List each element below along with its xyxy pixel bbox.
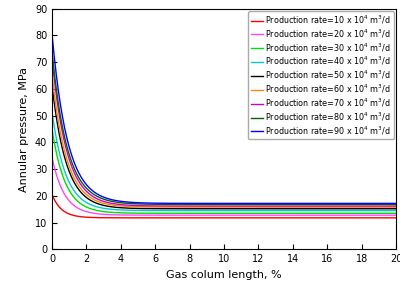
Production rate=70 x 10$^4$ m$^3$/d [286, 204, 291, 208]
Production rate=10 x 10$^4$ m$^3$/d [324, 216, 329, 220]
Production rate=90 x 10$^4$ m$^3$/d [394, 202, 398, 205]
Line: Production rate=50 x 10$^4$ m$^3$/d: Production rate=50 x 10$^4$ m$^3$/d [52, 85, 396, 209]
Production rate=90 x 10$^4$ m$^3$/d [85, 184, 90, 187]
Production rate=60 x 10$^4$ m$^3$/d [286, 205, 291, 209]
Production rate=80 x 10$^4$ m$^3$/d [394, 203, 398, 206]
Production rate=10 x 10$^4$ m$^3$/d [189, 216, 194, 220]
Production rate=90 x 10$^4$ m$^3$/d [324, 202, 329, 205]
Production rate=70 x 10$^4$ m$^3$/d [85, 190, 90, 194]
Production rate=20 x 10$^4$ m$^3$/d [189, 213, 194, 217]
Production rate=60 x 10$^4$ m$^3$/d [85, 193, 90, 197]
Production rate=20 x 10$^4$ m$^3$/d [50, 155, 54, 159]
Production rate=50 x 10$^4$ m$^3$/d [189, 207, 194, 211]
Production rate=70 x 10$^4$ m$^3$/d [318, 204, 323, 208]
Production rate=10 x 10$^4$ m$^3$/d [286, 216, 291, 220]
Production rate=90 x 10$^4$ m$^3$/d [286, 202, 291, 205]
X-axis label: Gas colum length, %: Gas colum length, % [166, 270, 282, 280]
Production rate=70 x 10$^4$ m$^3$/d [201, 204, 206, 208]
Production rate=20 x 10$^4$ m$^3$/d [201, 213, 206, 217]
Production rate=90 x 10$^4$ m$^3$/d [318, 202, 323, 205]
Production rate=90 x 10$^4$ m$^3$/d [50, 32, 54, 36]
Production rate=10 x 10$^4$ m$^3$/d [85, 215, 90, 219]
Production rate=50 x 10$^4$ m$^3$/d [286, 207, 291, 211]
Production rate=70 x 10$^4$ m$^3$/d [324, 204, 329, 208]
Production rate=80 x 10$^4$ m$^3$/d [286, 203, 291, 206]
Production rate=10 x 10$^4$ m$^3$/d [391, 216, 396, 220]
Production rate=70 x 10$^4$ m$^3$/d [189, 204, 194, 208]
Production rate=20 x 10$^4$ m$^3$/d [85, 210, 90, 213]
Production rate=30 x 10$^4$ m$^3$/d [85, 206, 90, 209]
Production rate=20 x 10$^4$ m$^3$/d [394, 213, 398, 217]
Production rate=10 x 10$^4$ m$^3$/d [318, 216, 323, 220]
Production rate=30 x 10$^4$ m$^3$/d [318, 211, 323, 215]
Production rate=60 x 10$^4$ m$^3$/d [50, 72, 54, 76]
Production rate=70 x 10$^4$ m$^3$/d [50, 57, 54, 60]
Production rate=60 x 10$^4$ m$^3$/d [201, 205, 206, 209]
Line: Production rate=90 x 10$^4$ m$^3$/d: Production rate=90 x 10$^4$ m$^3$/d [52, 34, 396, 203]
Production rate=80 x 10$^4$ m$^3$/d [318, 203, 323, 206]
Production rate=60 x 10$^4$ m$^3$/d [318, 205, 323, 209]
Production rate=30 x 10$^4$ m$^3$/d [286, 211, 291, 215]
Production rate=60 x 10$^4$ m$^3$/d [394, 205, 398, 209]
Production rate=50 x 10$^4$ m$^3$/d [324, 207, 329, 211]
Production rate=40 x 10$^4$ m$^3$/d [189, 209, 194, 212]
Legend: Production rate=10 x 10$^4$ m$^3$/d, Production rate=20 x 10$^4$ m$^3$/d, Produc: Production rate=10 x 10$^4$ m$^3$/d, Pro… [248, 11, 394, 139]
Line: Production rate=10 x 10$^4$ m$^3$/d: Production rate=10 x 10$^4$ m$^3$/d [52, 195, 396, 218]
Production rate=60 x 10$^4$ m$^3$/d [324, 205, 329, 209]
Line: Production rate=40 x 10$^4$ m$^3$/d: Production rate=40 x 10$^4$ m$^3$/d [52, 112, 396, 211]
Production rate=30 x 10$^4$ m$^3$/d [394, 211, 398, 215]
Production rate=80 x 10$^4$ m$^3$/d [50, 50, 54, 53]
Line: Production rate=80 x 10$^4$ m$^3$/d: Production rate=80 x 10$^4$ m$^3$/d [52, 52, 396, 204]
Production rate=40 x 10$^4$ m$^3$/d [201, 209, 206, 212]
Production rate=10 x 10$^4$ m$^3$/d [394, 216, 398, 220]
Production rate=80 x 10$^4$ m$^3$/d [324, 203, 329, 206]
Production rate=10 x 10$^4$ m$^3$/d [201, 216, 206, 220]
Production rate=50 x 10$^4$ m$^3$/d [50, 83, 54, 87]
Production rate=20 x 10$^4$ m$^3$/d [318, 213, 323, 217]
Production rate=10 x 10$^4$ m$^3$/d [50, 193, 54, 196]
Line: Production rate=70 x 10$^4$ m$^3$/d: Production rate=70 x 10$^4$ m$^3$/d [52, 58, 396, 206]
Line: Production rate=20 x 10$^4$ m$^3$/d: Production rate=20 x 10$^4$ m$^3$/d [52, 157, 396, 215]
Production rate=30 x 10$^4$ m$^3$/d [201, 211, 206, 215]
Line: Production rate=60 x 10$^4$ m$^3$/d: Production rate=60 x 10$^4$ m$^3$/d [52, 74, 396, 207]
Production rate=50 x 10$^4$ m$^3$/d [85, 196, 90, 200]
Production rate=40 x 10$^4$ m$^3$/d [324, 209, 329, 212]
Production rate=50 x 10$^4$ m$^3$/d [201, 207, 206, 211]
Production rate=40 x 10$^4$ m$^3$/d [394, 209, 398, 212]
Line: Production rate=30 x 10$^4$ m$^3$/d: Production rate=30 x 10$^4$ m$^3$/d [52, 129, 396, 213]
Production rate=60 x 10$^4$ m$^3$/d [189, 205, 194, 209]
Production rate=50 x 10$^4$ m$^3$/d [394, 207, 398, 211]
Production rate=80 x 10$^4$ m$^3$/d [201, 203, 206, 206]
Production rate=50 x 10$^4$ m$^3$/d [318, 207, 323, 211]
Production rate=20 x 10$^4$ m$^3$/d [286, 213, 291, 217]
Production rate=40 x 10$^4$ m$^3$/d [50, 110, 54, 113]
Production rate=30 x 10$^4$ m$^3$/d [189, 211, 194, 215]
Y-axis label: Annular pressure, MPa: Annular pressure, MPa [19, 66, 29, 192]
Production rate=40 x 10$^4$ m$^3$/d [85, 201, 90, 205]
Production rate=80 x 10$^4$ m$^3$/d [189, 203, 194, 206]
Production rate=90 x 10$^4$ m$^3$/d [201, 202, 206, 205]
Production rate=40 x 10$^4$ m$^3$/d [286, 209, 291, 212]
Production rate=40 x 10$^4$ m$^3$/d [318, 209, 323, 212]
Production rate=70 x 10$^4$ m$^3$/d [394, 204, 398, 208]
Production rate=20 x 10$^4$ m$^3$/d [324, 213, 329, 217]
Production rate=80 x 10$^4$ m$^3$/d [85, 187, 90, 191]
Production rate=30 x 10$^4$ m$^3$/d [50, 127, 54, 131]
Production rate=90 x 10$^4$ m$^3$/d [189, 202, 194, 205]
Production rate=30 x 10$^4$ m$^3$/d [324, 211, 329, 215]
